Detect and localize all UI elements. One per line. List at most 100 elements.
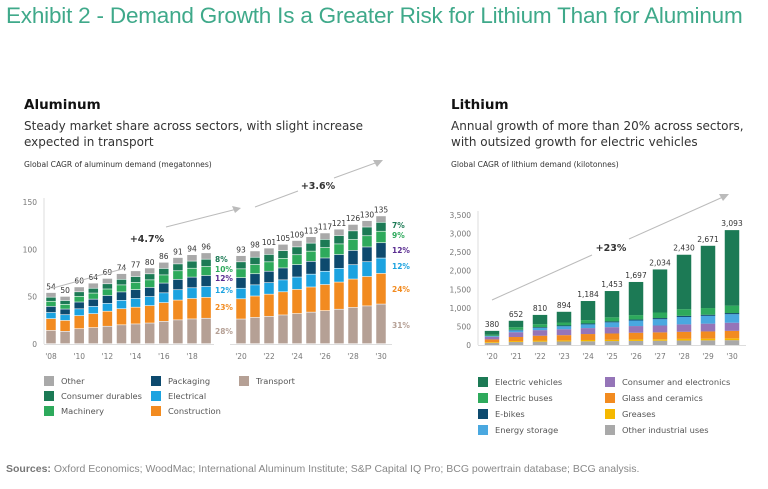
bar-segment-electric-vehicles xyxy=(700,245,716,309)
x-tick-label: '12 xyxy=(102,352,114,361)
bar-segment-energy-storage xyxy=(532,327,548,331)
bar-segment-glass-and-ceramics xyxy=(676,331,692,339)
bar-segment-other xyxy=(348,224,358,231)
bar-segment-electrical xyxy=(306,274,316,287)
legend-label: Electric buses xyxy=(495,393,553,403)
legend-item-electric-vehicles: Electric vehicles xyxy=(478,377,562,387)
bar-segment-energy-storage xyxy=(652,319,668,326)
bar-total-label: 105 xyxy=(276,234,291,243)
bar-segment-greases xyxy=(556,340,572,342)
bar-segment-energy-storage xyxy=(484,336,500,337)
bar-segment-transport xyxy=(362,306,372,344)
bar-segment-electric-buses xyxy=(724,305,740,314)
legend-item-other-industrial-uses: Other industrial uses xyxy=(605,425,709,435)
x-tick-label: '18 xyxy=(186,352,198,361)
legend-label: Consumer durables xyxy=(61,391,142,401)
bar-segment-other xyxy=(130,271,141,277)
bar-segment-energy-storage xyxy=(508,330,524,333)
bar-segment-other-industrial-uses xyxy=(508,342,524,345)
bar-segment-electrical xyxy=(187,288,197,299)
bar-segment-consumer-durables xyxy=(278,250,288,259)
y-tick-label: 0 xyxy=(32,340,37,349)
bar-segment-transport xyxy=(88,327,99,344)
bar-segment-electric-buses xyxy=(508,327,524,330)
cagr-label-right: +3.6% xyxy=(301,181,336,192)
bar-segment-other xyxy=(60,296,70,301)
bar-segment-construction xyxy=(292,289,302,314)
bar-segment-construction xyxy=(130,307,141,324)
bar-segment-machinery xyxy=(201,266,211,276)
y-tick-label: 500 xyxy=(457,322,472,331)
bar-segment-packaging xyxy=(292,264,302,277)
x-tick-label: '20 xyxy=(235,352,247,361)
bar-segment-packaging xyxy=(173,279,183,290)
share-label-2030-electrical: 12% xyxy=(392,262,410,271)
bar-segment-packaging xyxy=(201,275,211,287)
x-tick-label: '30 xyxy=(375,352,387,361)
bar-segment-consumer-and-electronics xyxy=(676,324,692,332)
bar-segment-transport xyxy=(292,313,302,344)
bar-segment-machinery xyxy=(250,264,260,274)
bar-segment-electric-vehicles xyxy=(652,269,668,313)
legend-swatch xyxy=(478,377,488,387)
bar-segment-construction xyxy=(306,287,316,312)
bar-total-label: 894 xyxy=(557,301,572,310)
legend-item-consumer-durables: Consumer durables xyxy=(44,391,142,401)
exhibit-title: Exhibit 2 - Demand Growth Is a Greater R… xyxy=(6,3,743,28)
x-tick-label: '28 xyxy=(347,352,359,361)
bar-segment-construction xyxy=(250,296,260,318)
bar-segment-machinery xyxy=(264,262,274,271)
bar-segment-electrical xyxy=(116,300,127,309)
x-tick-label: '14 xyxy=(130,352,142,361)
bar-segment-energy-storage xyxy=(556,326,572,330)
bar-segment-construction xyxy=(348,279,358,308)
cagr-label: +23% xyxy=(596,243,627,254)
legend-swatch xyxy=(239,376,249,386)
bar-segment-other-industrial-uses xyxy=(724,340,740,345)
y-tick-label: 2,500 xyxy=(450,248,472,257)
bar-segment-packaging xyxy=(250,274,260,285)
y-tick-label: 100 xyxy=(23,245,38,254)
bar-segment-electrical xyxy=(292,277,302,290)
bar-segment-transport xyxy=(130,324,141,344)
bar-segment-consumer-and-electronics xyxy=(700,323,716,332)
bar-segment-electric-buses xyxy=(652,312,668,319)
bar-segment-e-bikes xyxy=(724,313,740,315)
bar-total-label: 1,453 xyxy=(601,280,623,289)
bar-segment-machinery xyxy=(144,280,155,288)
legend-label: Construction xyxy=(168,406,221,416)
bar-segment-electric-vehicles xyxy=(532,314,548,325)
legend-label: Packaging xyxy=(168,376,211,386)
bar-total-label: 3,093 xyxy=(721,219,743,228)
x-tick-label: '25 xyxy=(606,352,618,361)
share-label-2030-consumer-durables: 7% xyxy=(392,221,405,230)
bar-segment-transport xyxy=(60,331,70,344)
x-tick-label: '22 xyxy=(263,352,275,361)
bar-segment-energy-storage xyxy=(724,314,740,323)
y-tick-label: 1,500 xyxy=(450,285,472,294)
bar-segment-other xyxy=(306,237,316,243)
bar-segment-other-industrial-uses xyxy=(580,341,596,345)
bar-segment-other xyxy=(292,240,302,247)
legend-item-other: Other xyxy=(44,376,85,386)
bar-segment-other-industrial-uses xyxy=(628,340,644,345)
bar-segment-packaging xyxy=(306,261,316,274)
bar-segment-electrical xyxy=(320,271,330,285)
bar-segment-consumer-and-electronics xyxy=(484,336,500,340)
bar-segment-e-bikes xyxy=(628,319,644,321)
bar-segment-other xyxy=(278,244,288,251)
x-tick-label: '24 xyxy=(291,352,303,361)
bar-segment-other xyxy=(376,216,386,222)
bar-segment-consumer-durables xyxy=(102,284,113,289)
bar-segment-e-bikes xyxy=(676,315,692,317)
bar-segment-machinery xyxy=(88,293,99,299)
bar-segment-consumer-durables xyxy=(348,231,358,240)
bar-segment-greases xyxy=(724,338,740,341)
share-label-2019-consumer-durables: 8% xyxy=(215,255,228,264)
share-label-2030-machinery: 9% xyxy=(392,231,405,240)
share-label-2030-packaging: 12% xyxy=(392,246,410,255)
bar-segment-consumer-durables xyxy=(74,292,84,297)
legend-swatch xyxy=(151,391,161,401)
y-tick-label: 0 xyxy=(466,341,471,350)
